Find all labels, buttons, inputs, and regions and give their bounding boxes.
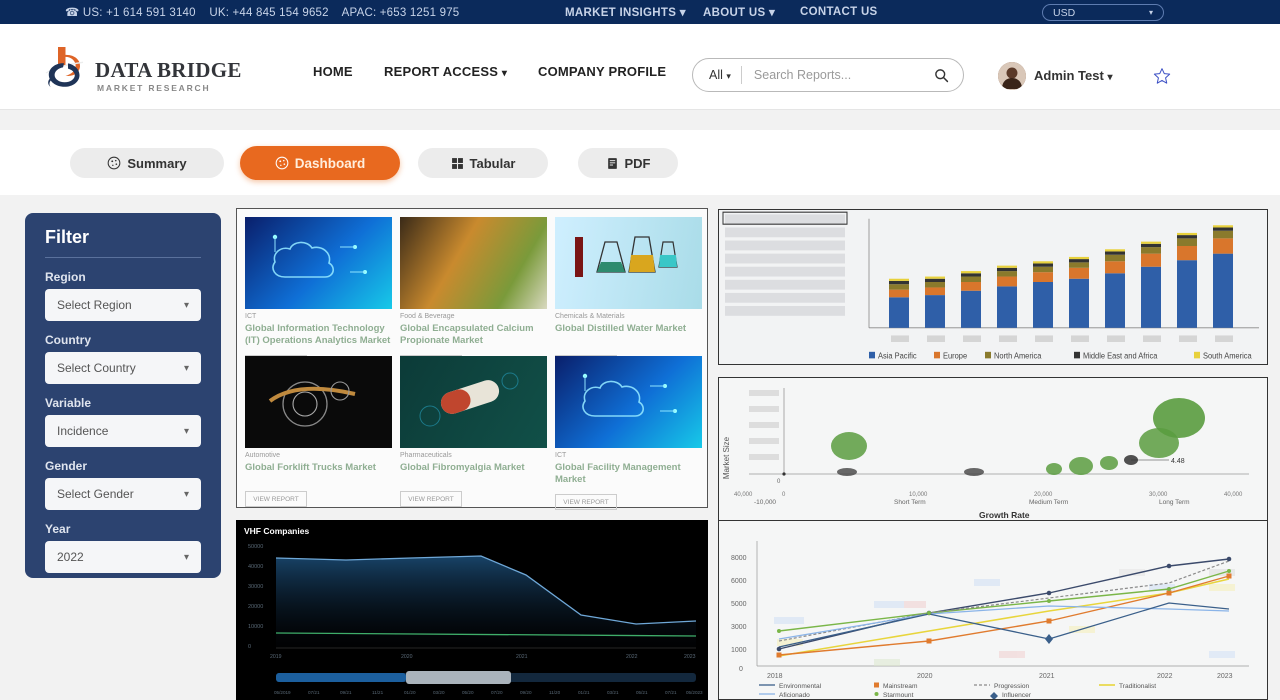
svg-text:01/20: 01/20 bbox=[404, 690, 416, 695]
svg-text:2018: 2018 bbox=[767, 673, 783, 680]
svg-text:03/21: 03/21 bbox=[607, 690, 619, 695]
svg-text:5000: 5000 bbox=[731, 601, 747, 608]
svg-text:1000: 1000 bbox=[731, 647, 747, 654]
svg-text:05/2019: 05/2019 bbox=[274, 690, 291, 695]
svg-text:Influencer: Influencer bbox=[1002, 692, 1032, 699]
svg-text:0: 0 bbox=[739, 666, 743, 673]
svg-text:09/20: 09/20 bbox=[520, 690, 532, 695]
svg-text:Middle East and Africa: Middle East and Africa bbox=[1083, 351, 1158, 360]
svg-text:Aficionado: Aficionado bbox=[779, 692, 810, 699]
svg-text:10000: 10000 bbox=[248, 624, 263, 630]
svg-text:2021: 2021 bbox=[1039, 673, 1055, 680]
svg-text:Asia Pacific: Asia Pacific bbox=[878, 351, 917, 360]
svg-text:2020: 2020 bbox=[917, 673, 933, 680]
svg-text:05/2023: 05/2023 bbox=[686, 690, 703, 695]
svg-text:11/20: 11/20 bbox=[549, 690, 561, 695]
svg-text:2022: 2022 bbox=[626, 654, 638, 660]
svg-text:Market Size: Market Size bbox=[722, 436, 731, 479]
svg-text:Europe: Europe bbox=[943, 351, 967, 360]
svg-text:40,000: 40,000 bbox=[734, 492, 753, 498]
svg-text:0: 0 bbox=[782, 492, 786, 498]
svg-text:20,000: 20,000 bbox=[1034, 492, 1053, 498]
svg-text:2021: 2021 bbox=[516, 654, 528, 660]
svg-text:40,000: 40,000 bbox=[1224, 492, 1243, 498]
svg-text:50000: 50000 bbox=[248, 544, 263, 550]
svg-text:0: 0 bbox=[248, 644, 251, 650]
svg-text:07/21: 07/21 bbox=[665, 690, 677, 695]
svg-text:2020: 2020 bbox=[401, 654, 413, 660]
svg-text:4.48: 4.48 bbox=[1171, 458, 1185, 465]
svg-text:Progression: Progression bbox=[994, 683, 1030, 690]
svg-text:Mainstream: Mainstream bbox=[883, 683, 918, 690]
svg-text:Traditionalist: Traditionalist bbox=[1119, 683, 1156, 690]
svg-text:North America: North America bbox=[994, 351, 1042, 360]
svg-text:09/21: 09/21 bbox=[340, 690, 352, 695]
svg-text:30000: 30000 bbox=[248, 584, 263, 590]
svg-text:Environmental: Environmental bbox=[779, 683, 822, 690]
svg-text:05/20: 05/20 bbox=[462, 690, 474, 695]
svg-text:2019: 2019 bbox=[270, 654, 282, 660]
svg-text:South America: South America bbox=[1203, 351, 1252, 360]
svg-text:2023: 2023 bbox=[684, 654, 696, 660]
svg-text:03/20: 03/20 bbox=[433, 690, 445, 695]
svg-text:11/21: 11/21 bbox=[372, 690, 384, 695]
svg-text:8000: 8000 bbox=[731, 555, 747, 562]
svg-text:-10,000: -10,000 bbox=[754, 499, 776, 506]
svg-text:07/20: 07/20 bbox=[491, 690, 503, 695]
svg-text:07/21: 07/21 bbox=[308, 690, 320, 695]
svg-text:01/21: 01/21 bbox=[578, 690, 590, 695]
svg-text:05/21: 05/21 bbox=[636, 690, 648, 695]
svg-text:2023: 2023 bbox=[1217, 673, 1233, 680]
svg-text:30,000: 30,000 bbox=[1149, 492, 1168, 498]
svg-text:3000: 3000 bbox=[731, 624, 747, 631]
svg-text:20000: 20000 bbox=[248, 604, 263, 610]
svg-text:Short Term: Short Term bbox=[894, 499, 926, 506]
svg-text:2022: 2022 bbox=[1157, 673, 1173, 680]
svg-text:Growth Rate: Growth Rate bbox=[979, 510, 1030, 520]
svg-text:0: 0 bbox=[777, 479, 781, 485]
svg-text:Long Term: Long Term bbox=[1159, 499, 1190, 506]
svg-text:6000: 6000 bbox=[731, 578, 747, 585]
svg-text:40000: 40000 bbox=[248, 564, 263, 570]
svg-text:Medium Term: Medium Term bbox=[1029, 499, 1068, 506]
svg-text:10,000: 10,000 bbox=[909, 492, 928, 498]
svg-text:Starmount: Starmount bbox=[883, 692, 914, 699]
